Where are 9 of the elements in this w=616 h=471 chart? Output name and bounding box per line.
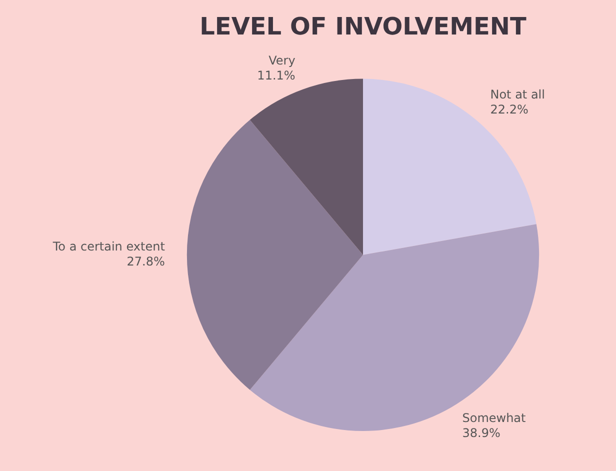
slice-label: To a certain extent	[52, 240, 166, 254]
data-label: 11.1%	[257, 68, 296, 82]
data-label: 27.8%	[126, 254, 165, 269]
data-label: 22.2%	[490, 102, 528, 117]
slice-label: Not at all	[490, 88, 545, 102]
data-label: 38.9%	[462, 426, 500, 440]
slice-label: Very	[268, 53, 296, 68]
chart-title: LEVEL OF INVOLVEMENT	[200, 12, 527, 41]
slice-label: Somewhat	[462, 410, 526, 425]
